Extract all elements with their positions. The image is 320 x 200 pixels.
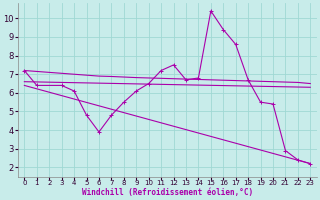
X-axis label: Windchill (Refroidissement éolien,°C): Windchill (Refroidissement éolien,°C) — [82, 188, 253, 197]
